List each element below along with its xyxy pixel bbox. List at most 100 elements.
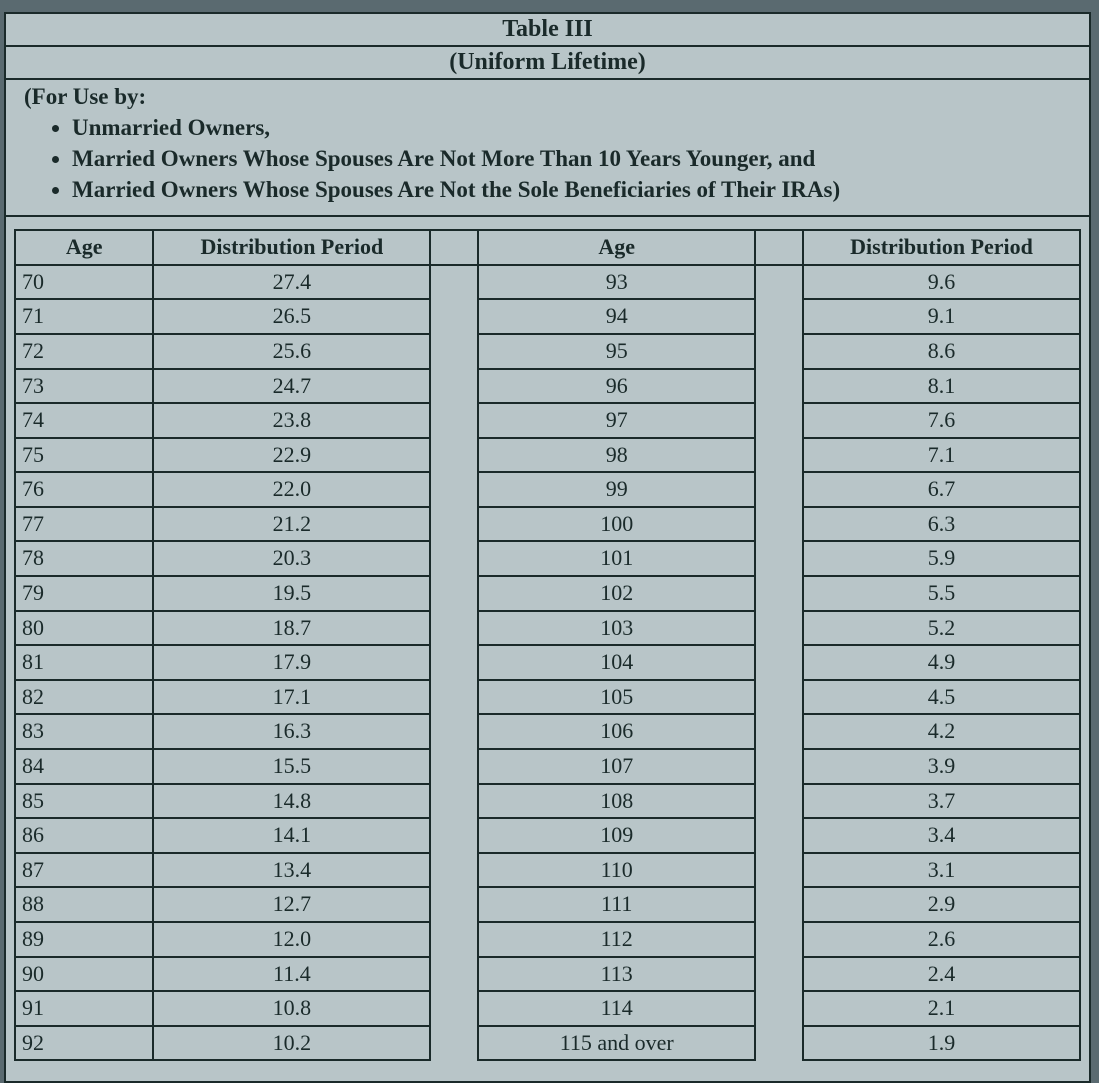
usage-bullet: Married Owners Whose Spouses Are Not the… (72, 174, 1071, 205)
distribution-cell-left: 12.0 (153, 922, 430, 957)
table-row: 8117.9 104 4.9 (15, 645, 1080, 680)
column-gap (755, 507, 803, 542)
distribution-cell-right: 4.9 (803, 645, 1080, 680)
age-cell-left: 83 (15, 714, 153, 749)
table-row: 7324.7968.1 (15, 369, 1080, 404)
distribution-cell-right: 6.3 (803, 507, 1080, 542)
distribution-cell-right: 9.6 (803, 265, 1080, 300)
table-row: 9110.81142.1 (15, 991, 1080, 1026)
age-cell-left: 72 (15, 334, 153, 369)
age-cell-right: 93 (478, 265, 755, 300)
age-cell-left: 81 (15, 645, 153, 680)
age-cell-left: 79 (15, 576, 153, 611)
distribution-cell-left: 14.1 (153, 818, 430, 853)
age-cell-right: 110 (478, 853, 755, 888)
distribution-cell-right: 4.5 (803, 680, 1080, 715)
age-cell-right: 115 and over (478, 1026, 755, 1061)
age-cell-right: 95 (478, 334, 755, 369)
distribution-cell-right: 8.6 (803, 334, 1080, 369)
age-cell-right: 100 (478, 507, 755, 542)
distribution-cell-right: 2.4 (803, 957, 1080, 992)
age-cell-right: 109 (478, 818, 755, 853)
age-cell-left: 77 (15, 507, 153, 542)
usage-description: (For Use by: Unmarried Owners, Married O… (6, 80, 1089, 217)
age-cell-left: 80 (15, 611, 153, 646)
col-header-dist-right: Distribution Period (803, 230, 1080, 265)
usage-bullet: Married Owners Whose Spouses Are Not Mor… (72, 143, 1071, 174)
distribution-cell-left: 14.8 (153, 784, 430, 819)
column-gap (755, 334, 803, 369)
distribution-cell-left: 23.8 (153, 403, 430, 438)
distribution-cell-left: 22.0 (153, 472, 430, 507)
distribution-cell-left: 21.2 (153, 507, 430, 542)
column-gap (430, 438, 478, 473)
table-row: 8316.31064.2 (15, 714, 1080, 749)
usage-bullet-list: Unmarried Owners, Married Owners Whose S… (24, 112, 1071, 205)
column-gap (755, 991, 803, 1026)
column-gap (430, 749, 478, 784)
age-cell-right: 104 (478, 645, 755, 680)
distribution-cell-left: 17.9 (153, 645, 430, 680)
column-gap (430, 472, 478, 507)
column-gap (430, 1026, 478, 1061)
data-table-wrap: Age Distribution Period Age Distribution… (6, 217, 1089, 1081)
age-cell-right: 94 (478, 299, 755, 334)
age-cell-right: 111 (478, 887, 755, 922)
distribution-cell-right: 2.9 (803, 887, 1080, 922)
table-row: 7820.31015.9 (15, 541, 1080, 576)
age-cell-left: 71 (15, 299, 153, 334)
column-gap (755, 887, 803, 922)
distribution-cell-left: 18.7 (153, 611, 430, 646)
col-header-age-left: Age (15, 230, 153, 265)
table-row: 8713.41103.1 (15, 853, 1080, 888)
distribution-cell-right: 3.4 (803, 818, 1080, 853)
age-cell-right: 102 (478, 576, 755, 611)
column-gap (430, 853, 478, 888)
column-gap (755, 645, 803, 680)
column-gap (430, 818, 478, 853)
column-gap (430, 576, 478, 611)
column-gap (755, 576, 803, 611)
table-row: 8415.51073.9 (15, 749, 1080, 784)
distribution-cell-left: 24.7 (153, 369, 430, 404)
column-gap (430, 369, 478, 404)
age-cell-left: 90 (15, 957, 153, 992)
column-gap (430, 887, 478, 922)
distribution-cell-right: 8.1 (803, 369, 1080, 404)
column-gap (755, 230, 803, 265)
age-cell-left: 73 (15, 369, 153, 404)
table-row: 7027.4939.6 (15, 265, 1080, 300)
age-cell-left: 85 (15, 784, 153, 819)
age-cell-right: 101 (478, 541, 755, 576)
age-cell-left: 86 (15, 818, 153, 853)
distribution-cell-left: 10.8 (153, 991, 430, 1026)
distribution-cell-right: 3.7 (803, 784, 1080, 819)
distribution-cell-left: 17.1 (153, 680, 430, 715)
age-cell-right: 108 (478, 784, 755, 819)
age-cell-right: 105 (478, 680, 755, 715)
column-gap (430, 299, 478, 334)
table-row: 8018.71035.2 (15, 611, 1080, 646)
column-gap (755, 680, 803, 715)
column-gap (755, 265, 803, 300)
age-cell-left: 87 (15, 853, 153, 888)
distribution-cell-right: 2.1 (803, 991, 1080, 1026)
table-row: 9210.2115 and over1.9 (15, 1026, 1080, 1061)
column-gap (755, 472, 803, 507)
column-gap (430, 541, 478, 576)
table-row: 8614.1 109 3.4 (15, 818, 1080, 853)
column-gap (430, 230, 478, 265)
distribution-cell-right: 7.6 (803, 403, 1080, 438)
table-title: Table III (6, 14, 1089, 47)
column-gap (755, 299, 803, 334)
column-gap (430, 645, 478, 680)
col-header-dist-left: Distribution Period (153, 230, 430, 265)
age-cell-right: 113 (478, 957, 755, 992)
column-gap (755, 714, 803, 749)
column-gap (430, 507, 478, 542)
table-row: 7622.0996.7 (15, 472, 1080, 507)
distribution-cell-left: 20.3 (153, 541, 430, 576)
column-gap (430, 403, 478, 438)
table-row: 8217.11054.5 (15, 680, 1080, 715)
table-subtitle: (Uniform Lifetime) (6, 47, 1089, 80)
